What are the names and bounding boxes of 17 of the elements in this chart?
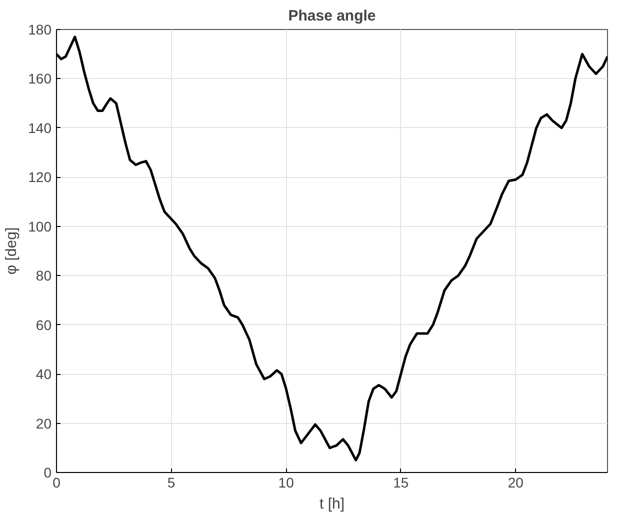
y-tick-label: 120 <box>28 169 52 186</box>
y-tick-label: 60 <box>36 316 52 333</box>
x-tick-label: 10 <box>278 474 294 490</box>
y-tick-label: 80 <box>36 268 52 284</box>
x-tick-label: 20 <box>508 474 524 490</box>
x-axis-title: t [h] <box>319 496 345 512</box>
chart-title: Phase angle <box>288 8 376 24</box>
y-tick-label: 0 <box>44 464 52 480</box>
y-tick-label: 20 <box>36 415 52 432</box>
x-tick-label: 5 <box>167 474 176 490</box>
y-tick-label: 40 <box>36 366 52 382</box>
y-tick-label: 160 <box>28 70 52 87</box>
x-tick-label: 15 <box>393 474 409 490</box>
y-tick-label: 140 <box>28 120 52 136</box>
y-tick-label: 180 <box>28 22 52 38</box>
y-axis-title: φ [deg] <box>3 227 20 275</box>
y-tick-label: 100 <box>28 218 52 234</box>
